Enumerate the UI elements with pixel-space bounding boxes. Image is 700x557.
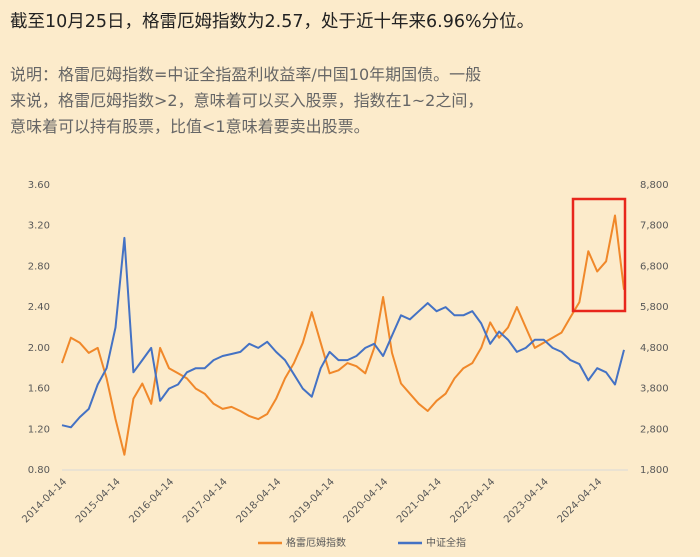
y2-tick-label: 4,800: [640, 343, 669, 354]
y-tick-label: 1.20: [28, 424, 50, 435]
description-line: 说明：格雷厄姆指数=中证全指盈利收益率/中国10年期国债。一般: [10, 65, 482, 84]
x-tick-label: 2018-04-14: [234, 476, 283, 525]
x-tick-label: 2023-04-14: [502, 476, 551, 525]
y2-tick-label: 5,800: [640, 302, 669, 313]
x-tick-label: 2016-04-14: [127, 476, 176, 525]
x-tick-label: 2015-04-14: [74, 476, 123, 525]
x-tick-label: 2022-04-14: [449, 476, 498, 525]
description: 说明：格雷厄姆指数=中证全指盈利收益率/中国10年期国债。一般 来说，格雷厄姆指…: [10, 62, 483, 140]
legend-label: 中证全指: [426, 536, 466, 549]
y-tick-label: 0.80: [28, 465, 50, 476]
y-tick-label: 3.20: [28, 221, 50, 232]
description-line: 意味着可以持有股票，比值<1意味着要卖出股票。: [10, 117, 370, 136]
y2-tick-label: 3,800: [640, 384, 669, 395]
y-tick-label: 3.60: [28, 180, 50, 191]
series-line: [61, 236, 625, 429]
x-tick-label: 2020-04-14: [341, 476, 390, 525]
legend-label: 格雷厄姆指数: [286, 536, 346, 549]
x-tick-label: 2021-04-14: [395, 476, 444, 525]
y-tick-label: 2.80: [28, 261, 50, 272]
y2-tick-label: 7,800: [640, 221, 669, 232]
highlight-box: [571, 197, 627, 313]
y2-tick-label: 6,800: [640, 261, 669, 272]
x-tick-label: 2017-04-14: [181, 476, 230, 525]
y2-tick-label: 8,800: [640, 180, 669, 191]
y2-tick-label: 2,800: [640, 424, 669, 435]
x-tick-label: 2014-04-14: [20, 476, 69, 525]
headline: 截至10月25日，格雷厄姆指数为2.57，处于近十年来6.96%分位。: [10, 12, 535, 32]
y-tick-label: 2.40: [28, 302, 50, 313]
y-tick-label: 1.60: [28, 384, 50, 395]
description-line: 来说，格雷厄姆指数>2，意味着可以买入股票，指数在1~2之间，: [10, 91, 484, 110]
y2-tick-label: 1,800: [640, 465, 669, 476]
y-tick-label: 2.00: [28, 343, 50, 354]
x-tick-label: 2024-04-14: [556, 476, 605, 525]
x-tick-label: 2019-04-14: [288, 476, 337, 525]
series-line: [61, 214, 625, 456]
